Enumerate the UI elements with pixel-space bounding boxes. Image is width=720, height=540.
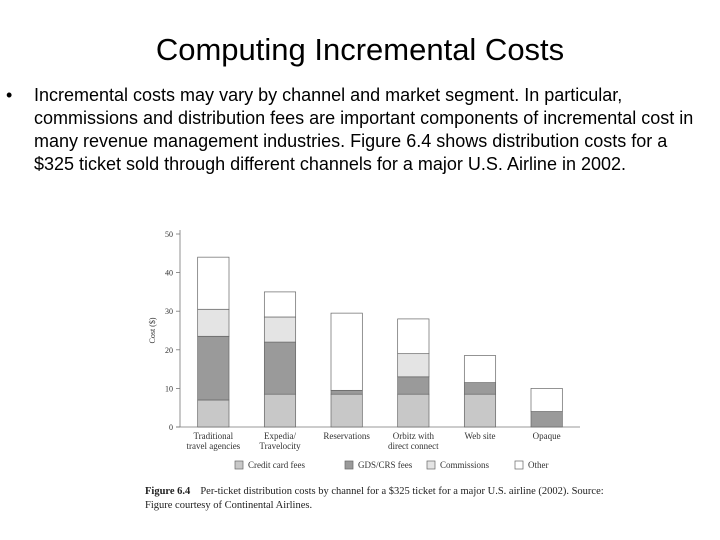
- bar-segment: [330, 312, 363, 391]
- y-tick-label: 50: [165, 230, 173, 239]
- bar-segment: [463, 355, 497, 383]
- bar-segment: [463, 393, 497, 428]
- bar-segment: [263, 393, 297, 428]
- stacked-bar-chart: 0 10 20 30 40 50 Cost ($) Traditional travel ag…: [148, 230, 580, 470]
- slide-title: Computing Incremental Costs: [155, 32, 565, 67]
- chart-legend: Credit card fees GDS/CRS fees Commissions O…: [234, 460, 549, 470]
- y-tick-label: 10: [165, 384, 173, 393]
- bullet-symbol: •: [6, 85, 13, 105]
- bar-segment: [263, 291, 297, 318]
- bar-segment: [530, 388, 563, 412]
- x-category-label: Reservations: [323, 431, 370, 441]
- bar-segment: [397, 318, 430, 355]
- legend-swatch: [234, 460, 244, 470]
- bar-segment: [197, 335, 230, 401]
- legend-label: Credit card fees: [248, 460, 305, 470]
- y-axis-title: Cost ($): [148, 317, 157, 343]
- y-tick-label: 0: [169, 423, 173, 432]
- bar-segment: [330, 393, 363, 428]
- bullet-item: • Incremental costs may vary by channel …: [6, 84, 706, 176]
- bar-segment: [263, 341, 297, 395]
- chart-axes: 0 10 20 30 40 50 Cost ($): [148, 230, 580, 432]
- legend-label: GDS/CRS fees: [358, 460, 413, 470]
- x-category-label: Expedia/Travelocity: [259, 431, 301, 451]
- legend-swatch: [426, 460, 436, 470]
- bar-segment: [463, 382, 497, 395]
- y-tick-label: 40: [165, 269, 173, 278]
- bar-segment: [397, 376, 430, 395]
- bar-segment: [263, 316, 297, 343]
- bar-segment: [330, 389, 363, 395]
- bar-segment: [197, 256, 230, 310]
- legend-swatch: [514, 460, 524, 470]
- y-tick-label: 30: [165, 307, 173, 316]
- x-category-label: Orbitz with direct connect: [388, 431, 439, 451]
- legend-label: Commissions: [440, 460, 490, 470]
- bar-segment: [197, 399, 230, 428]
- bar-segment: [197, 308, 230, 337]
- category-labels: Traditional travel agencies Expedia/Travel…: [186, 431, 560, 451]
- bar-segment: [530, 411, 563, 428]
- chart-bars: [197, 256, 563, 428]
- x-category-label: Traditional travel agencies: [186, 431, 240, 451]
- x-category-label: Opaque: [533, 431, 561, 441]
- x-category-label: Web site: [464, 431, 495, 441]
- legend-label: Other: [528, 460, 549, 470]
- bullet-list: • Incremental costs may vary by channel …: [6, 84, 706, 176]
- figure-caption: Figure 6.4 Per-ticket distribution costs …: [145, 485, 615, 513]
- bullet-text: Incremental costs may vary by channel an…: [34, 85, 694, 174]
- y-tick-label: 20: [165, 346, 173, 355]
- legend-swatch: [344, 460, 354, 470]
- figure-number: Figure 6.4: [145, 486, 191, 497]
- bar-segment: [397, 393, 430, 428]
- caption-text: Per-ticket distribution costs by channel…: [145, 486, 604, 511]
- bar-segment: [397, 353, 430, 378]
